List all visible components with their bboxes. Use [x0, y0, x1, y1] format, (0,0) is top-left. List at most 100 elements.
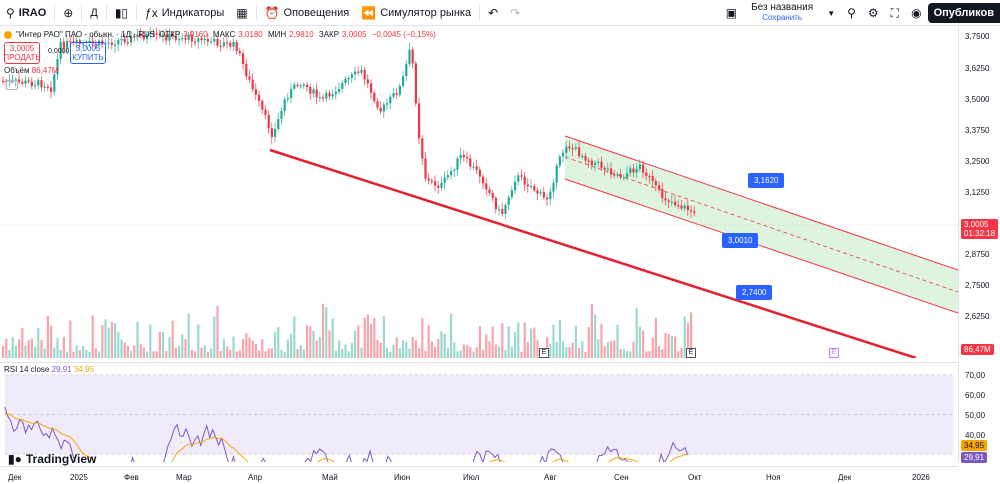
rsi-label[interactable]: RSI 14 close: [4, 365, 50, 374]
candle-body: [405, 64, 408, 77]
volume-bar: [453, 342, 456, 358]
candle-body: [389, 96, 392, 104]
candle-body: [427, 178, 430, 181]
redo-button[interactable]: ↷: [504, 0, 526, 26]
buy-button[interactable]: 3,0005 КУПИТЬ: [70, 42, 106, 64]
candle-body: [56, 58, 59, 75]
time-tick: Апр: [248, 473, 263, 482]
volume-bar: [120, 339, 123, 358]
settings-button[interactable]: ⚙: [862, 0, 885, 26]
candle-body: [654, 181, 657, 186]
candle-body: [648, 175, 651, 178]
rsi-badge: 29,91: [961, 452, 988, 463]
time-axis[interactable]: Дек 2025 Фев Мар Апр Май Июн Июл Авг Сен…: [0, 466, 958, 484]
time-tick: Дек: [8, 473, 22, 482]
volume-bar: [280, 349, 283, 358]
channel-lower-line[interactable]: [564, 178, 958, 314]
volume-bar: [590, 303, 593, 358]
collapse-legend-button[interactable]: ⌃: [6, 80, 18, 90]
volume-bar: [53, 347, 56, 358]
chart-type-button[interactable]: ▮▯: [109, 0, 134, 26]
fullscreen-button[interactable]: ⛶: [885, 0, 905, 26]
candle-body: [43, 86, 46, 88]
volume-bar: [11, 336, 14, 358]
layouts-button[interactable]: ▦: [230, 0, 253, 26]
volume-bar: [165, 351, 168, 358]
volume-bar: [510, 346, 513, 358]
upper-annotation[interactable]: 3,1620: [748, 173, 785, 188]
undo-button[interactable]: ↶: [482, 0, 504, 26]
symbol-search[interactable]: ⚲ IRAO: [0, 0, 52, 26]
candle-body: [610, 168, 613, 175]
price-chart[interactable]: [0, 26, 958, 358]
candle-body: [126, 42, 129, 44]
volume-bar: [690, 312, 693, 358]
event-marker[interactable]: E: [539, 348, 549, 358]
volume-bar: [379, 342, 382, 358]
candle-body: [110, 42, 113, 45]
candle-body: [373, 92, 376, 102]
volume-bar: [584, 351, 587, 358]
sell-price: 3,0005: [9, 44, 35, 53]
event-marker[interactable]: E: [829, 348, 839, 358]
candle-body: [629, 168, 632, 174]
layout-dropdown[interactable]: ▼: [821, 0, 841, 26]
candle-body: [590, 160, 593, 166]
event-marker[interactable]: E: [686, 348, 696, 358]
volume-bar: [482, 349, 485, 358]
lower-annotation[interactable]: 2,7400: [736, 285, 773, 300]
interval-button[interactable]: Д: [84, 0, 103, 26]
replay-button[interactable]: ⏪ Симулятор рынка: [355, 0, 477, 26]
candle-body: [530, 186, 533, 188]
candles-icon: ▮▯: [114, 5, 129, 20]
rsi-pane[interactable]: [0, 362, 958, 462]
volume-bar: [82, 346, 85, 358]
snapshot-button[interactable]: ◉: [905, 0, 927, 26]
volume-bar: [491, 326, 494, 358]
candle-body: [254, 89, 257, 95]
channel-fill: [565, 136, 958, 313]
candle-body: [136, 34, 139, 38]
alerts-button[interactable]: ⏰ Оповещения: [259, 0, 356, 26]
save-block[interactable]: Без названия Сохранить: [743, 3, 821, 23]
layout-menu-button[interactable]: ▣: [720, 0, 743, 26]
candle-body: [59, 41, 62, 59]
indicators-button[interactable]: ƒx Индикаторы: [139, 0, 230, 26]
candle-body: [258, 94, 261, 102]
candle-body: [344, 78, 347, 84]
indicators-label: Индикаторы: [161, 6, 225, 19]
replay-label: Симулятор рынка: [380, 6, 472, 19]
candle-body: [219, 45, 222, 47]
tradingview-logo[interactable]: ▮● TradingView: [8, 452, 96, 466]
candle-body: [280, 110, 283, 120]
volume-bar: [254, 343, 257, 358]
sell-button[interactable]: 3,0005 ПРОДАТЬ: [3, 42, 41, 64]
price-axis[interactable]: 3,7500 3,6250 3,5000 3,3750 3,2500 3,125…: [958, 26, 1000, 463]
middle-annotation[interactable]: 3,0010: [722, 233, 759, 248]
volume-bar: [85, 350, 88, 358]
candle-body: [27, 80, 30, 82]
price-tick: 2,6250: [965, 312, 990, 321]
volume-bar: [261, 339, 264, 358]
volume-bar: [104, 319, 107, 358]
candle-body: [485, 183, 488, 190]
volume-bar: [222, 339, 225, 358]
candle-body: [565, 146, 568, 153]
publish-button[interactable]: Опубликов: [927, 3, 1000, 23]
candle-body: [139, 34, 142, 36]
volume-bar: [162, 332, 165, 358]
volume-bar: [600, 323, 603, 358]
volume-bar: [328, 330, 331, 358]
volume-bar: [344, 344, 347, 358]
volume-bar: [152, 351, 155, 358]
candle-body: [117, 40, 120, 45]
compare-button[interactable]: ⊕: [57, 0, 79, 26]
channel-upper-line[interactable]: [564, 135, 958, 271]
volume-bar: [603, 346, 606, 358]
quick-search-button[interactable]: ⚲: [841, 0, 862, 26]
volume-bar: [514, 332, 517, 358]
legend-title[interactable]: "Интер РАО" ПАО - обыкн. · 1Д · RUS: [16, 30, 156, 39]
toolbar-right: ▣ Без названия Сохранить ▼ ⚲ ⚙ ⛶ ◉ Опубл…: [720, 0, 1000, 26]
trend-line[interactable]: [269, 148, 917, 358]
candle-body: [437, 185, 440, 188]
